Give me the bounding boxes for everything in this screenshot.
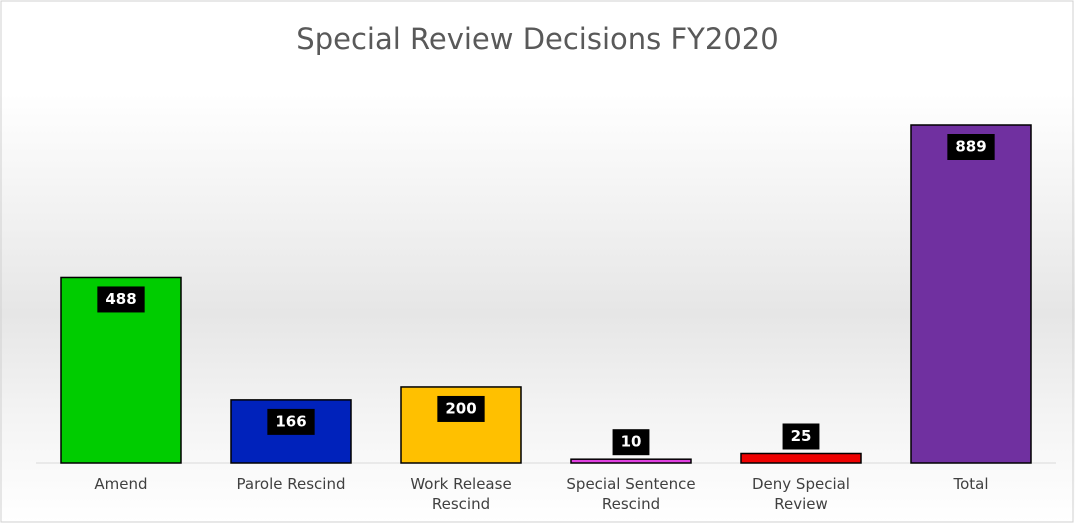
value-label: 10 (621, 433, 642, 451)
value-label: 166 (275, 412, 306, 430)
value-label: 488 (105, 290, 136, 308)
x-tick-label: Total (953, 475, 989, 493)
bar (910, 124, 1032, 464)
value-label-box (612, 429, 650, 456)
value-label-box (437, 395, 485, 422)
x-tick-label: Work Release Rescind (410, 475, 512, 513)
x-tick-label: Special Sentence Rescind (566, 475, 696, 513)
x-tick-label: Parole Rescind (236, 475, 346, 493)
bar (570, 458, 692, 464)
bar (740, 452, 862, 464)
value-label-box (947, 134, 995, 160)
value-label-box (97, 286, 145, 313)
value-label-box (267, 408, 315, 435)
value-label: 200 (445, 399, 476, 417)
chart-title: Special Review Decisions FY2020 (296, 22, 779, 56)
x-tick-label: Deny Special Review (752, 475, 850, 513)
value-label: 25 (791, 427, 812, 445)
x-tick-label: Amend (94, 475, 148, 493)
value-label: 889 (955, 138, 986, 156)
value-label-box (782, 423, 820, 450)
